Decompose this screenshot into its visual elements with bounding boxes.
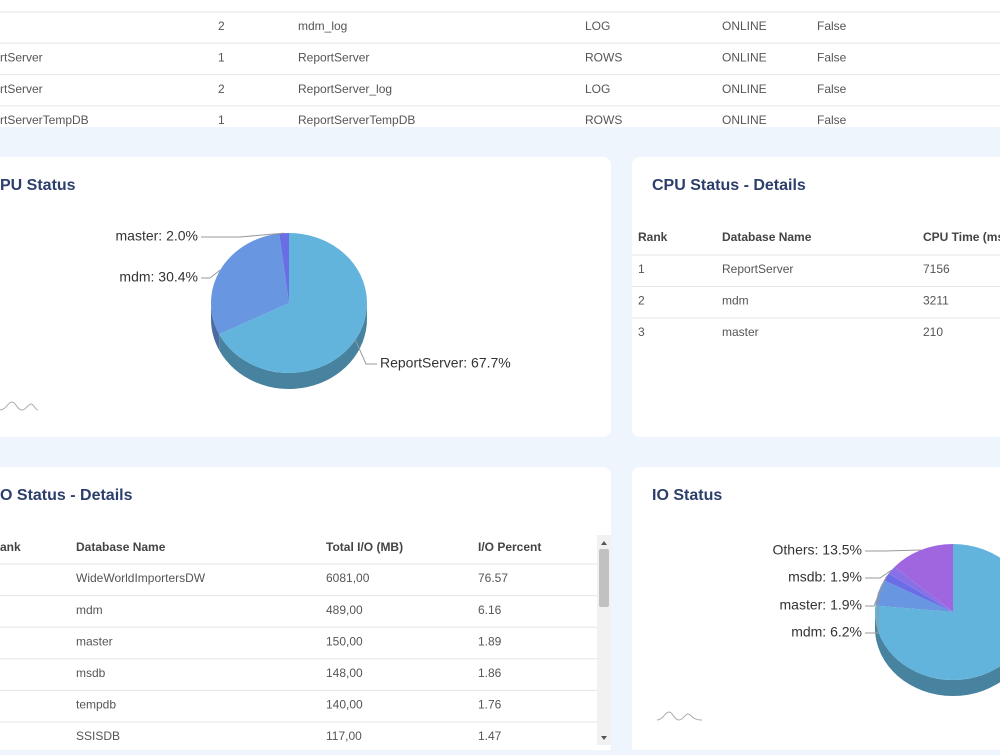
slice-label: mdm: 30.4% — [119, 269, 198, 285]
slice-label: mdm: 6.2% — [791, 624, 862, 640]
card — [0, 467, 611, 755]
table-cell: ONLINE — [722, 19, 767, 33]
table-cell: master — [722, 325, 759, 339]
pie-slice — [874, 544, 1000, 680]
table-cell: LOG — [585, 82, 610, 96]
table-cell: 2 — [638, 294, 645, 308]
table-cell: 1.47 — [478, 729, 502, 743]
table-cell: 1.86 — [478, 666, 502, 680]
pie-slice — [883, 573, 953, 612]
column-header: Total I/O (MB) — [326, 540, 403, 554]
slice-label: ReportServer: 67.7% — [380, 355, 511, 371]
table-cell: False — [817, 113, 847, 127]
slice-label: msdb: 1.9% — [788, 569, 862, 585]
table-cell: 76.57 — [478, 571, 508, 585]
table-cell: ONLINE — [722, 50, 767, 64]
table-cell: SSISDB — [76, 729, 120, 743]
pie-slice — [210, 233, 289, 335]
leader-line — [865, 549, 921, 552]
table-cell: 6.16 — [478, 603, 502, 617]
table-cell: 210 — [923, 325, 943, 339]
table-cell: 140,00 — [326, 698, 363, 712]
table-cell: 489,00 — [326, 603, 363, 617]
slice-label: master: 2.0% — [116, 228, 198, 244]
pie-side — [219, 303, 367, 390]
pie-slice — [219, 233, 367, 373]
table-cell: 2 — [218, 19, 225, 33]
card-title: O Status - Details — [0, 487, 133, 504]
slice-label: master: 1.9% — [780, 597, 862, 613]
table-cell: 1.89 — [478, 634, 502, 648]
table-cell: 148,00 — [326, 666, 363, 680]
scrollbar-thumb[interactable] — [599, 549, 609, 607]
table-cell: 3211 — [923, 294, 949, 308]
table-cell: ReportServer — [722, 262, 793, 276]
table-cell: tempdb — [76, 698, 116, 712]
table-cell: mdm — [76, 603, 103, 617]
table-cell: ONLINE — [722, 113, 767, 127]
column-header: Database Name — [76, 540, 166, 554]
column-header: ank — [0, 540, 21, 554]
leader-line — [865, 592, 879, 634]
column-header: Rank — [638, 230, 668, 244]
table-cell: rtServer — [0, 82, 43, 96]
pie-slice — [888, 567, 953, 612]
icon — [656, 711, 703, 721]
card — [632, 157, 1000, 437]
table-cell: 2 — [218, 82, 225, 96]
table-cell: ONLINE — [722, 82, 767, 96]
slice-label: Others: 13.5% — [773, 542, 863, 558]
table-cell: False — [817, 50, 847, 64]
table-cell: mdm — [722, 294, 749, 308]
table-cell: msdb — [76, 666, 106, 680]
table-cell: ReportServer — [298, 50, 369, 64]
scroll-up[interactable] — [601, 541, 607, 545]
table-cell: rtServerTempDB — [0, 113, 89, 127]
pie-slice — [894, 544, 953, 612]
table-cell: ReportServerTempDB — [298, 113, 415, 127]
leader-line — [201, 269, 221, 279]
table-cell: LOG — [585, 19, 610, 33]
table-cell: False — [817, 19, 847, 33]
leader-line — [354, 339, 377, 365]
leader-line — [201, 232, 285, 238]
table-cell: 1 — [218, 50, 225, 64]
top-panel — [0, 0, 1000, 127]
table-cell: 1.76 — [478, 698, 502, 712]
table-cell: ReportServer_log — [298, 82, 392, 96]
table-cell: rtServer — [0, 50, 43, 64]
pie-side — [211, 303, 220, 351]
table-cell: 3 — [638, 325, 645, 339]
leader-line — [865, 569, 892, 579]
column-header: Database Name — [722, 230, 812, 244]
table-cell: mdm_log — [298, 19, 347, 33]
scroll-down[interactable] — [601, 736, 607, 740]
table-cell: 117,00 — [326, 729, 362, 743]
column-header: CPU Time (ms — [923, 230, 1000, 244]
card-title: PU Status — [0, 177, 76, 194]
pie-slice — [875, 580, 953, 612]
leader-line — [865, 576, 887, 607]
table-cell: False — [817, 82, 847, 96]
table-cell: WideWorldImportersDW — [76, 571, 206, 585]
table-cell: 1 — [218, 113, 225, 127]
table-cell: 1 — [638, 262, 645, 276]
table-cell: master — [76, 634, 113, 648]
pie-side — [875, 612, 1000, 696]
table-cell: 150,00 — [326, 634, 363, 648]
card-title: CPU Status - Details — [652, 177, 806, 194]
column-header: I/O Percent — [478, 540, 541, 554]
table-cell: 7156 — [923, 262, 950, 276]
table-cell: ROWS — [585, 50, 622, 64]
pie-slice — [279, 233, 289, 303]
table-cell: ROWS — [585, 113, 622, 127]
table-cell: 6081,00 — [326, 571, 370, 585]
icon — [0, 401, 39, 411]
card-title: IO Status — [652, 487, 722, 504]
